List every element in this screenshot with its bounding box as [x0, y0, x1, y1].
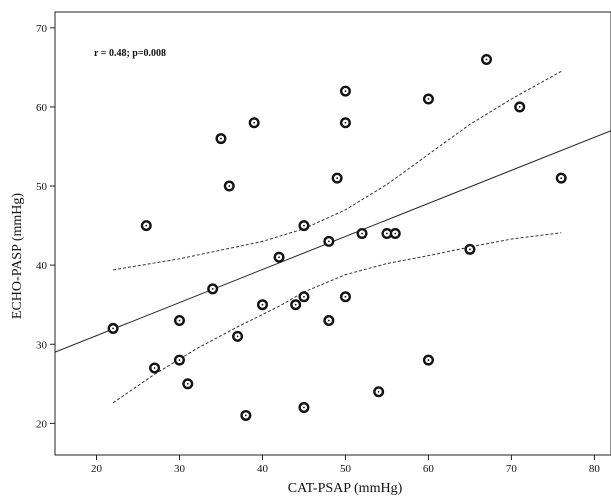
curves-layer [55, 71, 611, 402]
data-point-center [262, 304, 264, 306]
data-point [325, 316, 334, 325]
data-point-center [145, 225, 147, 227]
data-point-center [386, 233, 388, 235]
data-point-center [328, 241, 330, 243]
data-point [341, 118, 350, 127]
data-point-center [345, 90, 347, 92]
y-tick-label: 60 [36, 102, 48, 114]
data-point-center [295, 304, 297, 306]
data-point [233, 332, 242, 341]
data-point-center [228, 185, 230, 187]
data-point [391, 229, 400, 238]
data-point [466, 245, 475, 254]
data-point-center [303, 296, 305, 298]
data-point-center [212, 288, 214, 290]
data-point [225, 182, 234, 191]
y-tick-label: 30 [36, 339, 48, 351]
data-point-center [328, 320, 330, 322]
data-point [175, 316, 184, 325]
data-point [341, 87, 350, 96]
y-tick-label: 20 [36, 418, 48, 430]
data-point [482, 55, 491, 64]
correlation-annotation: r = 0.48; p=0.008 [94, 48, 166, 59]
data-point [183, 380, 192, 389]
data-point [358, 229, 367, 238]
data-point [333, 174, 342, 183]
data-point [424, 95, 433, 104]
data-point-center [336, 177, 338, 179]
data-point-center [469, 248, 471, 250]
data-point-center [519, 106, 521, 108]
data-point-center [345, 122, 347, 124]
x-tick-label: 50 [340, 463, 352, 475]
data-point [341, 292, 350, 301]
data-point [142, 221, 151, 230]
y-tick-label: 40 [36, 260, 48, 272]
x-tick-label: 20 [91, 463, 103, 475]
x-tick-label: 80 [589, 463, 601, 475]
data-point-center [303, 407, 305, 409]
data-point [242, 411, 251, 420]
data-point-center [486, 59, 488, 61]
y-tick-label: 70 [36, 23, 48, 35]
x-tick-label: 30 [174, 463, 186, 475]
data-point [217, 134, 226, 143]
data-point [150, 364, 159, 373]
plot-border [55, 12, 611, 455]
data-point [300, 403, 309, 412]
data-point-center [253, 122, 255, 124]
y-tick-label: 50 [36, 181, 48, 193]
y-axis-title: ECHO-PASP (mmHg) [10, 193, 25, 319]
data-point-center [378, 391, 380, 393]
data-point [557, 174, 566, 183]
data-point-center [428, 98, 430, 100]
data-point-center [345, 296, 347, 298]
data-point [208, 285, 217, 294]
data-point-center [394, 233, 396, 235]
data-point-center [179, 320, 181, 322]
data-point-center [303, 225, 305, 227]
data-point-center [154, 367, 156, 369]
data-point-center [237, 335, 239, 337]
data-point [250, 118, 259, 127]
data-point-center [278, 256, 280, 258]
data-point [275, 253, 284, 262]
data-point-center [361, 233, 363, 235]
data-point-center [220, 138, 222, 140]
data-point-center [187, 383, 189, 385]
data-point [374, 387, 383, 396]
data-point [300, 292, 309, 301]
data-point-center [179, 359, 181, 361]
data-point [109, 324, 118, 333]
data-point-center [428, 359, 430, 361]
plot-frame [55, 12, 611, 455]
data-point [424, 356, 433, 365]
x-axis-title: CAT-PSAP (mmHg) [288, 481, 403, 496]
data-point [515, 103, 524, 112]
data-point [175, 356, 184, 365]
x-tick-label: 60 [423, 463, 435, 475]
data-point-center [560, 177, 562, 179]
points-layer [109, 55, 566, 420]
data-point-center [245, 415, 247, 417]
data-point [258, 300, 267, 309]
data-point [291, 300, 300, 309]
x-tick-label: 40 [257, 463, 269, 475]
x-tick-label: 70 [506, 463, 518, 475]
x-axis: 20 30 40 50 60 70 80 [91, 455, 600, 475]
y-axis: 20 30 40 50 60 70 [36, 23, 55, 431]
data-point [325, 237, 334, 246]
data-point-center [112, 328, 114, 330]
data-point [300, 221, 309, 230]
